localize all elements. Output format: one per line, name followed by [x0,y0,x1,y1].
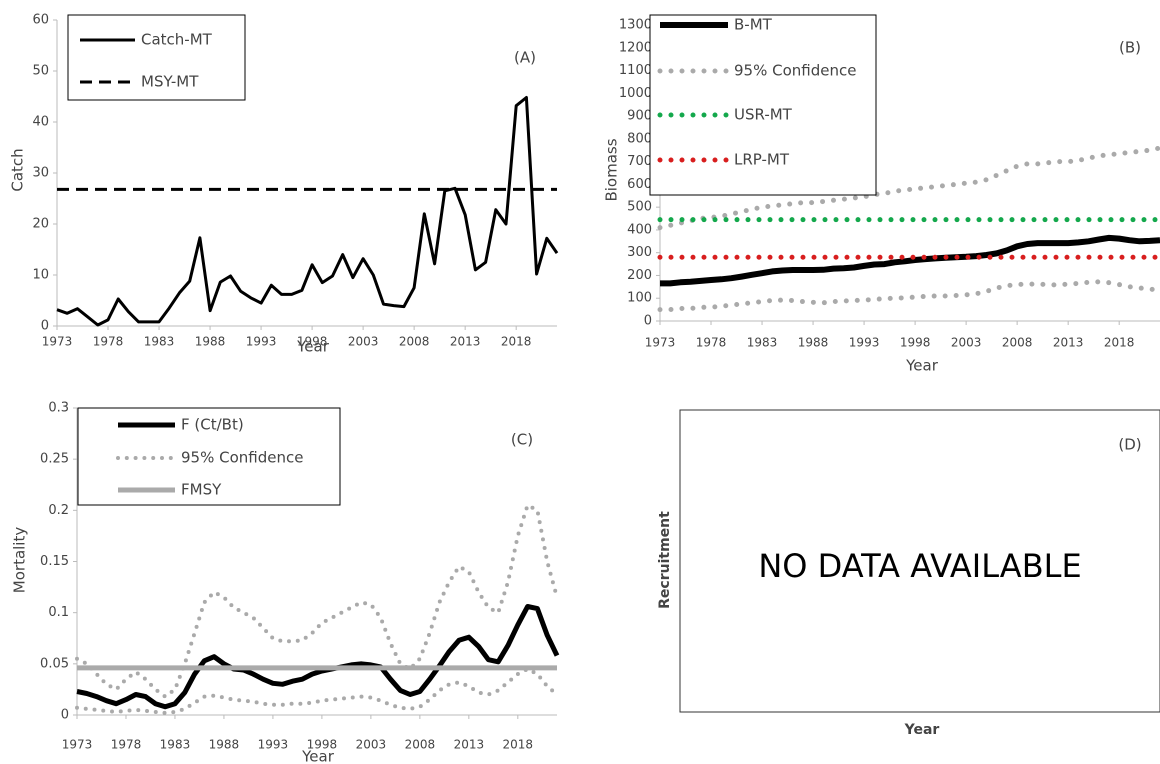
chart-title: (D) [1118,436,1141,454]
x-tick-label: 2008 [405,738,436,752]
y-axis-label: Catch [9,148,27,191]
legend-label: FMSY [181,481,222,499]
x-tick-label: 2008 [1002,336,1033,350]
x-tick-label: 1988 [798,336,829,350]
y-tick-label: 900 [627,109,652,124]
confidence-upper [75,503,559,699]
x-tick-label: 1993 [849,336,880,350]
x-tick-label: 1998 [297,335,328,349]
chart-title: (C) [511,431,533,449]
y-tick-label: 1000 [619,86,652,101]
legend-label: Catch-MT [141,31,213,49]
y-tick-label: 700 [627,154,652,169]
y-tick-label: 0.2 [48,503,69,518]
y-axis-label: Biomass [603,138,621,201]
y-tick-label: 800 [627,131,652,146]
y-tick-label: 1200 [619,40,652,55]
x-tick-label: 1993 [246,335,277,349]
plot-frame [679,409,1160,713]
y-tick-label: 20 [32,217,49,232]
chart-title: (A) [514,49,536,67]
confidence-upper [657,145,1160,231]
y-tick-label: 200 [627,268,652,283]
y-tick-label: 300 [627,245,652,260]
legend-label: F (Ct/Bt) [181,416,244,434]
series-line [56,96,559,327]
y-tick-label: 0 [61,708,69,723]
y-tick-label: 40 [32,115,49,130]
legend-box [67,14,246,101]
y-axis-label: Mortality [11,527,29,594]
x-tick-label: 1978 [93,335,124,349]
y-tick-label: 600 [627,177,652,192]
y-tick-label: 0.1 [48,605,69,620]
x-tick-label: 2013 [1053,336,1084,350]
legend-label: 95% Confidence [734,62,856,80]
y-tick-label: 0.3 [48,401,69,416]
x-tick-label: 1983 [160,738,191,752]
legend-label: MSY-MT [141,73,199,91]
x-tick-label: 1983 [747,336,778,350]
y-tick-label: 1100 [619,63,652,78]
y-tick-label: 1300 [619,18,652,33]
x-tick-label: 1973 [62,738,93,752]
no-data-message: NO DATA AVAILABLE [758,547,1081,585]
x-tick-label: 1978 [696,336,727,350]
x-tick-label: 1983 [144,335,175,349]
x-tick-label: 2003 [951,336,982,350]
legend-label: USR-MT [734,106,793,124]
x-axis-label: Year [904,722,940,738]
x-tick-label: 2003 [348,335,379,349]
y-tick-label: 0.05 [40,656,69,671]
y-tick-label: 10 [32,268,49,283]
x-axis-label: Year [301,748,335,764]
x-tick-label: 1973 [42,335,73,349]
y-tick-label: 0 [41,319,49,334]
y-tick-label: 50 [32,64,49,79]
x-tick-label: 2018 [501,335,532,349]
legend-label: 95% Confidence [181,449,303,467]
y-tick-label: 100 [627,291,652,306]
confidence-lower [657,279,1160,313]
x-tick-label: 1998 [900,336,931,350]
x-tick-label: 2018 [503,738,534,752]
x-tick-label: 2013 [454,738,485,752]
chart-title: (B) [1119,39,1141,57]
y-tick-label: 0.15 [40,554,69,569]
x-tick-label: 1973 [645,336,676,350]
x-tick-label: 2018 [1104,336,1135,350]
x-tick-label: 1988 [209,738,240,752]
x-axis-label: Year [905,357,939,375]
legend-label: LRP-MT [734,151,790,169]
x-tick-label: 2003 [356,738,387,752]
confidence-lower [75,667,559,715]
y-tick-label: 30 [32,166,49,181]
series-line [76,604,560,710]
y-tick-label: 500 [627,200,652,215]
x-tick-label: 1978 [111,738,142,752]
series-line [660,234,1160,287]
x-tick-label: 1988 [195,335,226,349]
y-tick-label: 60 [32,13,49,28]
legend-box [649,14,877,196]
x-axis-label: Year [296,338,330,356]
y-axis-label: Recruitment [657,511,673,609]
y-tick-label: 400 [627,222,652,237]
x-tick-label: 1993 [258,738,289,752]
legend-label: B-MT [734,16,773,34]
x-tick-label: 2013 [450,335,481,349]
y-tick-label: 0.25 [40,452,69,467]
x-tick-label: 1998 [307,738,338,752]
x-tick-label: 2008 [399,335,430,349]
y-tick-label: 0 [644,314,652,329]
